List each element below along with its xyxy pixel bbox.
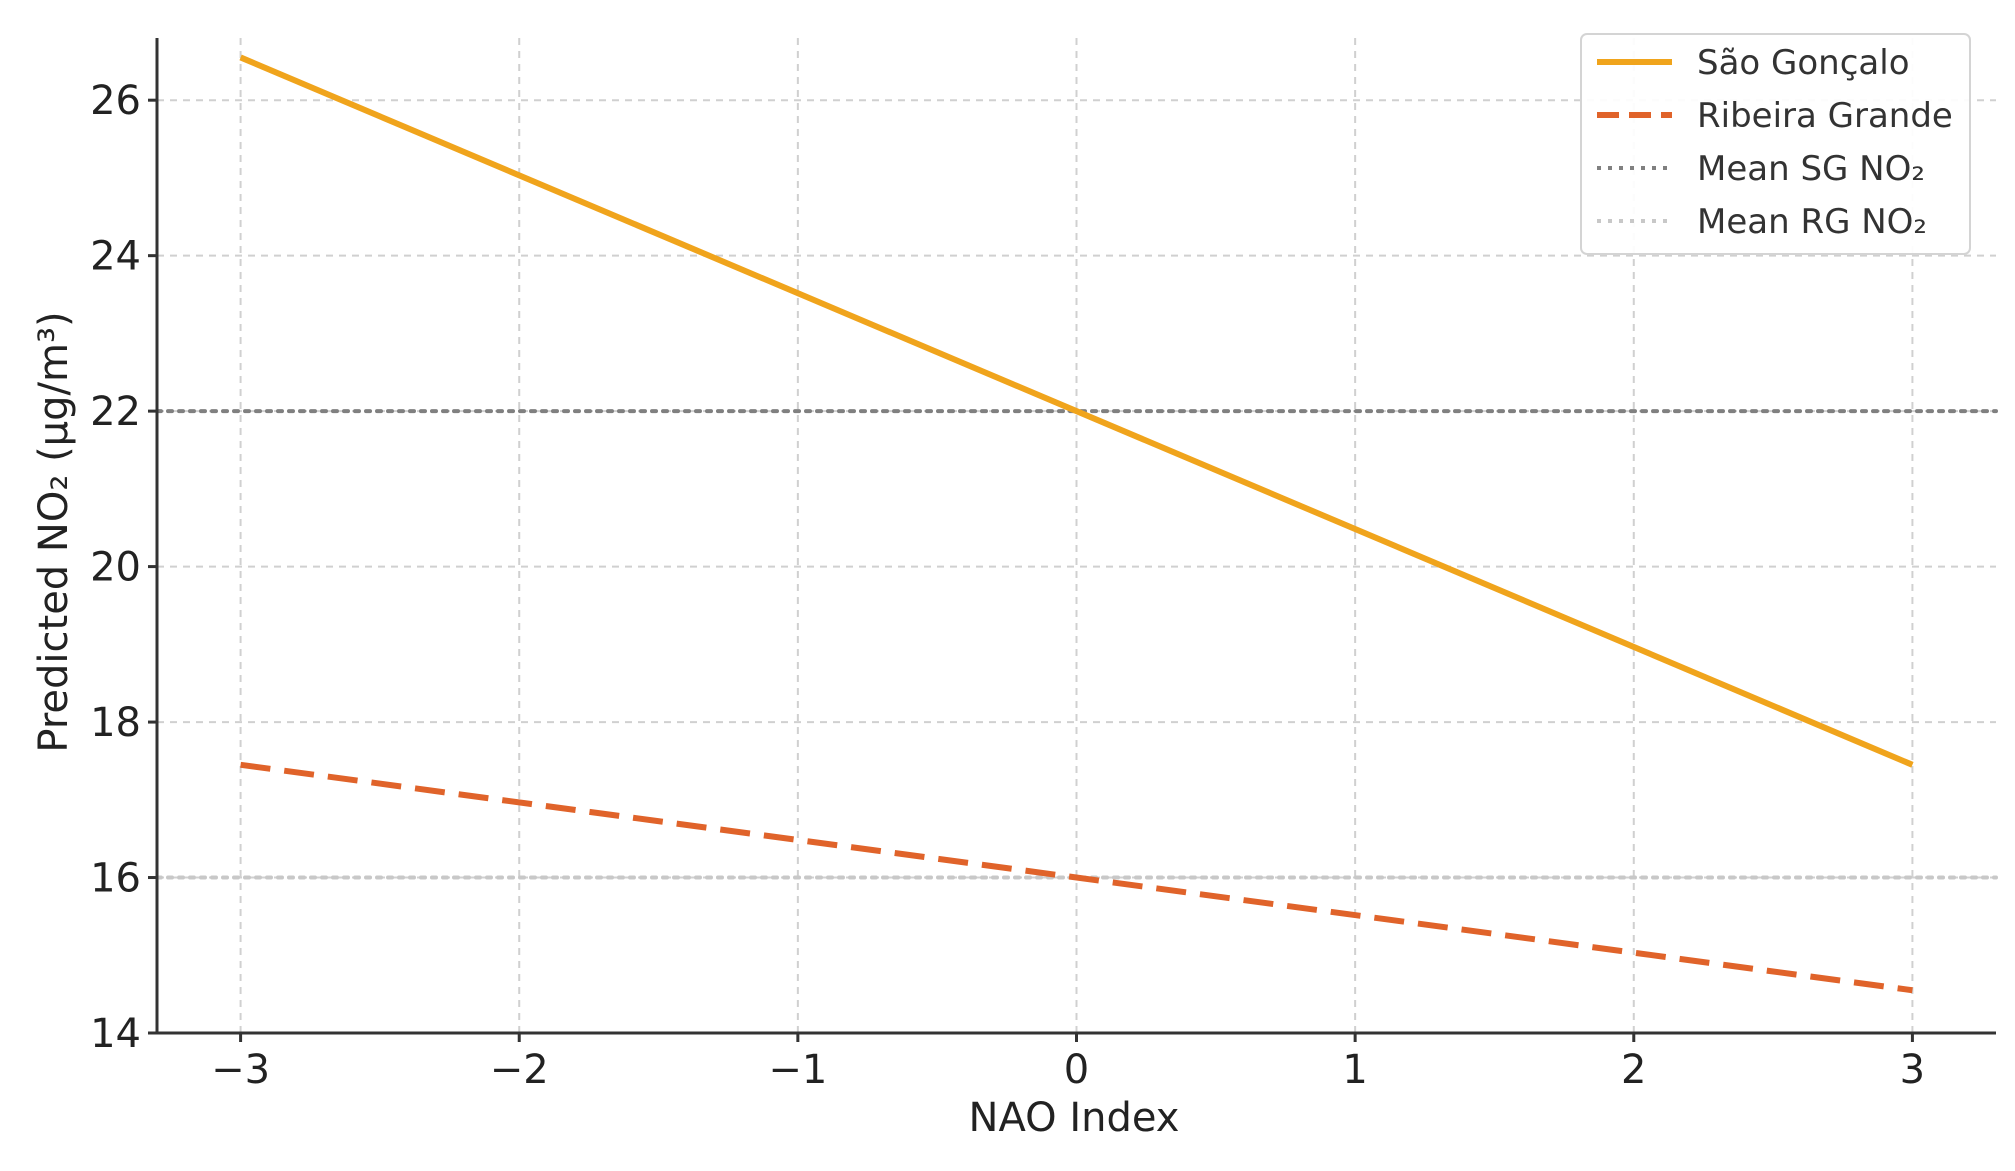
x-tick-label: 3 [1900, 1047, 1925, 1093]
x-tick-label: −2 [490, 1047, 549, 1093]
legend-label: São Gonçalo [1697, 43, 1910, 83]
y-tick-label: 14 [90, 1011, 141, 1057]
x-tick-label: 0 [1064, 1047, 1089, 1093]
series-line-0 [239, 54, 1914, 768]
legend: São Gonçalo Ribeira Grande Mean SG NO₂ Mean… [1580, 33, 1971, 255]
legend-box [1580, 33, 1971, 255]
x-tick-label: 1 [1342, 1047, 1367, 1093]
series-lines [239, 54, 1914, 994]
y-tick-label: 18 [90, 700, 141, 746]
axes [148, 38, 1996, 1042]
series-line-1 [240, 761, 1913, 994]
x-tick-label: 2 [1621, 1047, 1646, 1093]
y-tick-label: 16 [90, 856, 141, 902]
y-axis-title: Predicted NO₂ (µg/m³) [31, 311, 77, 752]
x-tick-label: −3 [211, 1047, 270, 1093]
x-tick-label: −1 [768, 1047, 827, 1093]
tick-labels: −3 −2 −1 0 1 2 3 14 16 18 20 22 24 26 [90, 78, 1925, 1093]
y-tick-label: 20 [90, 545, 141, 591]
y-tick-label: 22 [90, 389, 141, 435]
legend-label: Mean RG NO₂ [1697, 202, 1927, 242]
grid [157, 38, 1996, 1034]
legend-items: São Gonçalo Ribeira Grande Mean SG NO₂ Mean… [1597, 43, 1953, 242]
y-tick-label: 26 [90, 78, 141, 124]
x-axis-title: NAO Index [969, 1095, 1180, 1141]
y-tick-label: 24 [90, 234, 141, 280]
legend-label: Mean SG NO₂ [1697, 149, 1925, 189]
legend-label: Ribeira Grande [1697, 96, 1953, 136]
reference-lines [155, 409, 1998, 880]
